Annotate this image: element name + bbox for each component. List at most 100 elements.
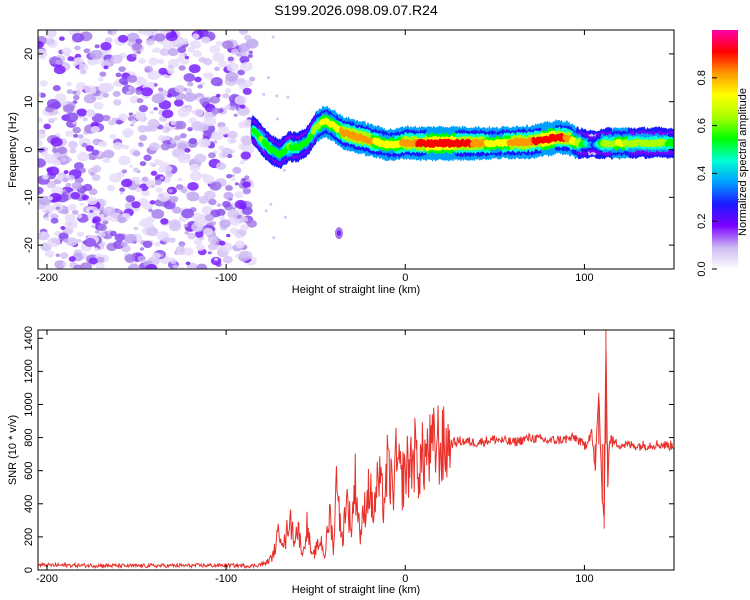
- noise-blob: [100, 60, 112, 69]
- noise-blob: [38, 186, 44, 195]
- noise-blob: [184, 230, 190, 235]
- noise-blob: [167, 48, 179, 57]
- noise-blob: [113, 99, 122, 106]
- noise-blob: [154, 241, 161, 247]
- noise-blob: [138, 221, 145, 226]
- noise-blob: [155, 159, 164, 166]
- noise-blob: [166, 93, 173, 98]
- noise-blob: [210, 256, 222, 266]
- noise-blob: [249, 76, 256, 82]
- noise-blob: [179, 133, 187, 139]
- outlier-blob: [336, 230, 341, 237]
- noise-blob: [120, 241, 128, 247]
- noise-blob: [210, 221, 217, 226]
- noise-blob: [39, 80, 48, 87]
- noise-blob: [61, 208, 69, 215]
- noise-blob: [282, 168, 286, 172]
- noise-blob: [94, 44, 100, 49]
- noise-blob: [147, 118, 160, 129]
- noise-blob: [145, 263, 158, 269]
- noise-blob: [64, 188, 70, 193]
- noise-blob: [174, 99, 184, 107]
- noise-blob: [239, 160, 245, 165]
- noise-blob: [48, 196, 54, 201]
- noise-blob: [68, 203, 77, 211]
- colorbar-tick-label: 0.4: [696, 166, 708, 181]
- noise-blob: [198, 138, 211, 148]
- noise-blob: [148, 208, 153, 213]
- noise-blob: [222, 93, 230, 99]
- noise-blob: [73, 57, 84, 65]
- noise-blob: [56, 174, 64, 181]
- noise-blob: [269, 202, 273, 206]
- noise-blob: [210, 76, 223, 87]
- noise-blob: [162, 128, 167, 132]
- noise-blob: [178, 52, 185, 58]
- noise-blob: [79, 69, 87, 75]
- noise-blob: [45, 38, 55, 45]
- noise-blob: [72, 209, 79, 215]
- noise-blob: [264, 209, 268, 213]
- noise-blob: [114, 233, 125, 242]
- noise-blob: [67, 56, 74, 62]
- noise-blob: [84, 85, 97, 95]
- noise-blob: [242, 119, 254, 128]
- noise-blob: [238, 250, 249, 259]
- noise-blob: [218, 240, 226, 246]
- noise-blob: [213, 132, 224, 141]
- noise-blob: [154, 180, 161, 186]
- noise-blob: [176, 140, 190, 151]
- noise-blob: [151, 49, 157, 53]
- noise-blob: [135, 38, 143, 44]
- noise-blob: [172, 206, 182, 214]
- noise-blob: [132, 150, 141, 157]
- noise-blob: [207, 251, 212, 255]
- noise-blob: [138, 57, 147, 65]
- noise-blob: [80, 262, 92, 269]
- noise-blob: [106, 184, 115, 192]
- noise-blob: [91, 174, 101, 181]
- noise-blob: [133, 226, 139, 231]
- noise-blob: [147, 81, 155, 87]
- noise-blob: [234, 199, 247, 210]
- noise-blob: [52, 159, 61, 166]
- noise-blob: [99, 213, 105, 218]
- noise-blob: [38, 231, 50, 241]
- noise-blob: [102, 149, 115, 159]
- noise-blob: [187, 81, 194, 87]
- noise-blob: [117, 34, 129, 43]
- noise-blob: [160, 143, 171, 151]
- noise-blob: [184, 147, 191, 153]
- noise-blob: [151, 252, 161, 260]
- noise-blob: [208, 73, 214, 77]
- noise-blob: [241, 178, 247, 182]
- noise-blob: [118, 77, 128, 85]
- noise-blob: [209, 181, 222, 191]
- noise-blob: [112, 141, 124, 150]
- noise-blob: [92, 216, 102, 223]
- noise-blob: [225, 71, 239, 82]
- noise-blob: [151, 209, 165, 219]
- noise-blob: [191, 121, 204, 131]
- noise-blob: [155, 187, 163, 193]
- colorbar-tick-label: 0.6: [696, 118, 708, 133]
- noise-blob: [230, 105, 237, 111]
- noise-blob: [201, 36, 211, 44]
- noise-blob: [218, 60, 228, 68]
- noise-blob: [67, 140, 78, 149]
- noise-blob: [189, 163, 201, 172]
- noise-blob: [100, 41, 112, 51]
- noise-blob: [136, 98, 144, 104]
- noise-blob: [227, 209, 239, 219]
- noise-blob: [121, 169, 128, 174]
- noise-blob: [135, 114, 145, 122]
- noise-blob: [248, 50, 254, 55]
- noise-blob: [113, 81, 121, 87]
- noise-blob: [46, 98, 60, 109]
- noise-blob: [44, 250, 55, 258]
- noise-blob: [99, 71, 107, 77]
- noise-blob: [118, 113, 129, 121]
- noise-blob: [158, 87, 164, 92]
